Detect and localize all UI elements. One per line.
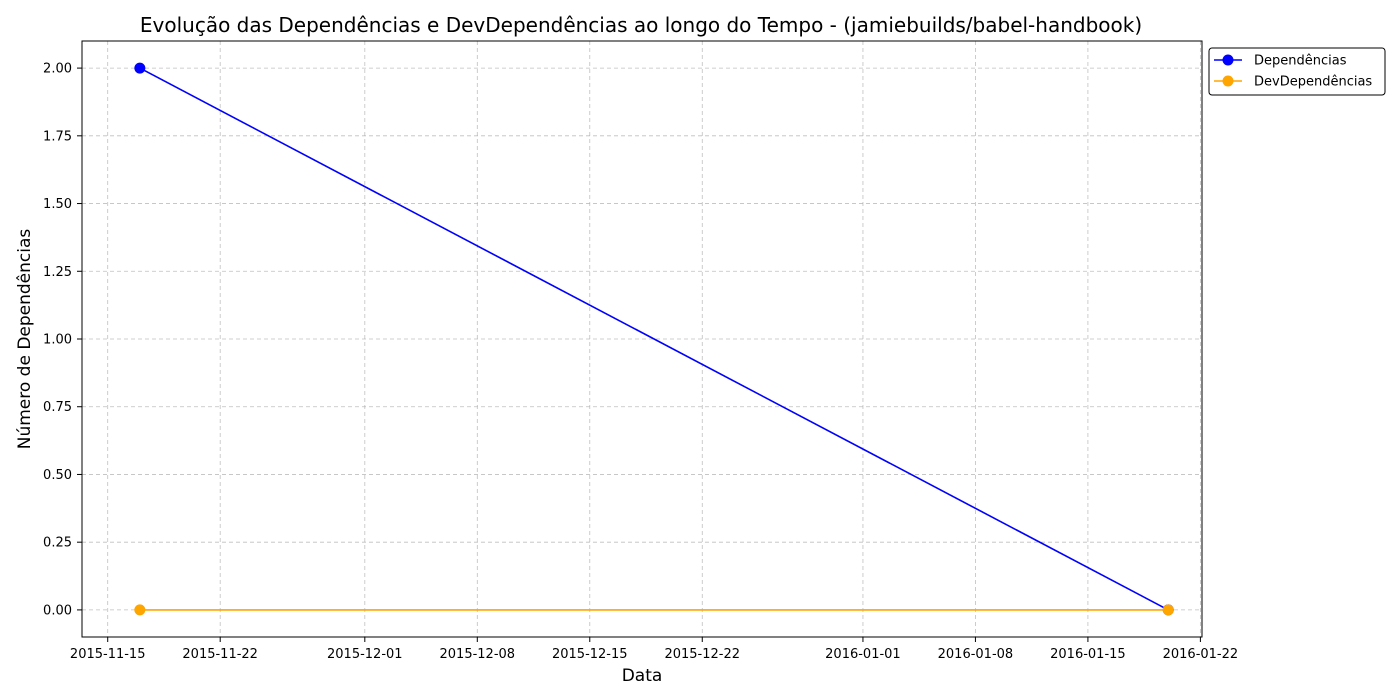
x-tick-label: 2015-12-01	[327, 647, 403, 662]
x-tick-label: 2016-01-15	[1050, 647, 1126, 662]
legend-marker-devdependencias	[1222, 75, 1234, 87]
x-tick-label: 2015-11-15	[70, 647, 146, 662]
series-line-dependencias	[139, 67, 1169, 611]
legend: Dependências DevDependências	[1208, 47, 1386, 96]
y-axis-label: Número de Dependências	[15, 229, 35, 450]
y-tick-label: 0.50	[43, 468, 72, 483]
x-tick-label: 2015-12-15	[552, 647, 628, 662]
y-tick-label: 1.50	[43, 197, 72, 212]
x-axis-label: Data	[622, 666, 663, 686]
x-tick-label: 2016-01-22	[1163, 647, 1239, 662]
data-point-devdependencias	[1162, 604, 1174, 616]
y-tick-label: 0.25	[43, 536, 72, 551]
y-tick-label: 0.00	[43, 603, 72, 618]
legend-box	[1208, 47, 1386, 96]
y-axis-ticks: 0.00 0.25 0.50 0.75 1.00 1.25 1.50 1.75 2.00	[43, 62, 82, 618]
x-tick-label: 2016-01-01	[825, 647, 901, 662]
y-tick-label: 2.00	[43, 62, 72, 77]
grid-lines	[82, 41, 1202, 637]
legend-label-devdependencias: DevDependências	[1254, 75, 1372, 90]
series-layer	[134, 62, 1174, 616]
x-tick-label: 2015-12-08	[440, 647, 516, 662]
y-tick-label: 1.25	[43, 265, 72, 280]
y-tick-label: 1.75	[43, 129, 72, 144]
y-tick-label: 1.00	[43, 333, 72, 348]
data-point-devdependencias	[134, 604, 146, 616]
x-tick-label: 2016-01-08	[938, 647, 1014, 662]
x-tick-label: 2015-11-22	[182, 647, 258, 662]
y-tick-label: 0.75	[43, 400, 72, 415]
x-axis-ticks: 2015-11-15 2015-11-22 2015-12-01 2015-12-08…	[70, 637, 1238, 662]
legend-marker-dependencias	[1222, 54, 1234, 66]
legend-label-dependencias: Dependências	[1254, 54, 1347, 69]
x-tick-label: 2015-12-22	[664, 647, 740, 662]
chart-title: Evolução das Dependências e DevDependênc…	[140, 13, 1142, 37]
data-point-dependencias	[134, 62, 146, 74]
